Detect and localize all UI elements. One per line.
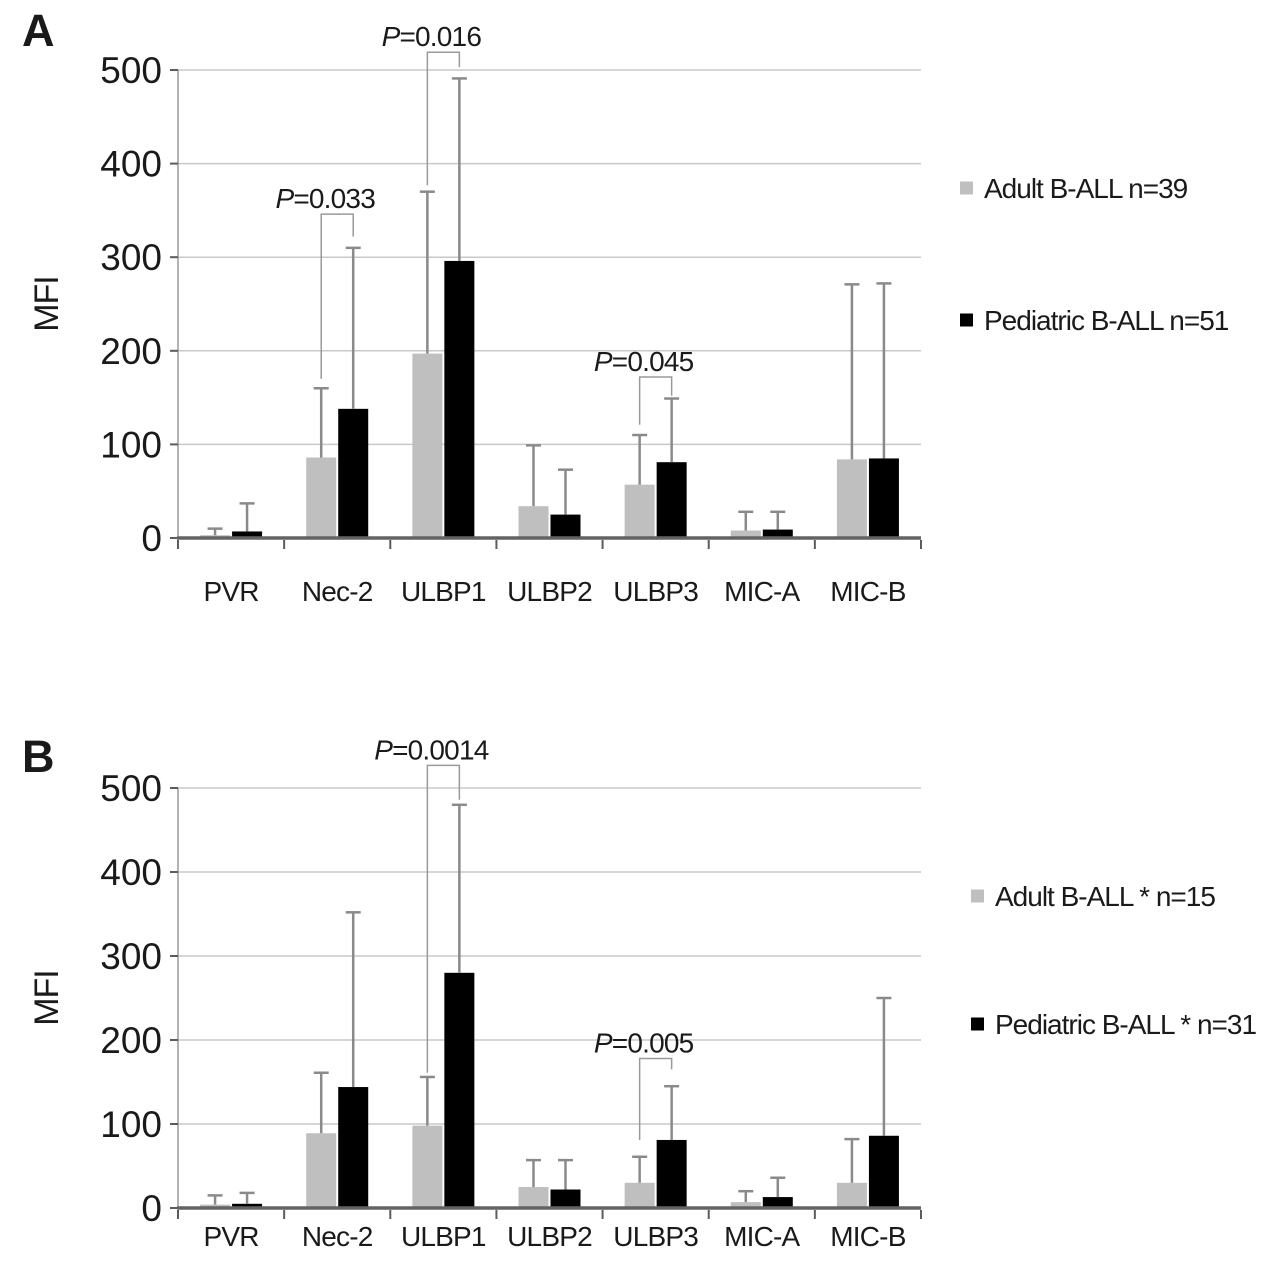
x-category-label-ULBP3: ULBP3 xyxy=(613,1221,698,1252)
legend-swatch-adult xyxy=(960,181,973,195)
x-category-label-MIC-A: MIC-A xyxy=(724,576,800,607)
y-tick-label-300: 300 xyxy=(100,936,162,977)
bar-pediatric-ULBP2 xyxy=(550,514,581,538)
bar-pediatric-Nec-2 xyxy=(338,1087,369,1208)
bar-adult-MIC-B xyxy=(836,1182,867,1208)
bar-adult-MIC-B xyxy=(836,459,867,538)
bar-pediatric-MIC-A xyxy=(762,529,793,538)
x-category-label-Nec-2: Nec-2 xyxy=(302,1221,373,1252)
p-value-label-ULBP3: P=0.005 xyxy=(594,1027,694,1058)
x-category-label-Nec-2: Nec-2 xyxy=(302,576,373,607)
y-axis-title: MFI xyxy=(28,276,66,332)
bar-pediatric-MIC-B xyxy=(868,458,899,538)
y-tick-label-300: 300 xyxy=(100,237,162,278)
y-tick-label-200: 200 xyxy=(100,331,162,372)
bar-pediatric-Nec-2 xyxy=(338,408,369,538)
y-tick-label-100: 100 xyxy=(100,424,162,465)
x-category-label-MIC-A: MIC-A xyxy=(724,1221,800,1252)
legend-label-pediatric: Pediatric B-ALL n=51 xyxy=(984,305,1229,336)
p-value-label-ULBP1: P=0.016 xyxy=(382,21,482,52)
y-tick-label-400: 400 xyxy=(100,144,162,185)
panel-b-chart: 0 100 200 300 400 500 PVR Nec-2 ULBP1 ULBP2 ULBP3 M… xyxy=(22,731,1257,1252)
bar-pediatric-ULBP1 xyxy=(444,972,475,1208)
bar-pediatric-PVR xyxy=(232,1203,263,1208)
significance-bracket-Nec-2 xyxy=(320,213,354,379)
legend-label-adult: Adult B-ALL n=39 xyxy=(984,173,1188,204)
y-tick-label-500: 500 xyxy=(100,768,162,809)
bar-pediatric-ULBP1 xyxy=(444,260,475,538)
significance-bracket-ULBP1 xyxy=(426,764,461,1073)
bar-adult-ULBP1 xyxy=(412,353,443,538)
y-tick-label-200: 200 xyxy=(100,1020,162,1061)
bar-pediatric-ULBP3 xyxy=(656,1139,687,1208)
x-category-label-PVR: PVR xyxy=(203,576,258,607)
y-tick-label-0: 0 xyxy=(141,1188,162,1229)
legend-swatch-pediatric xyxy=(971,1017,984,1031)
p-value-label-ULBP1: P=0.0014 xyxy=(374,734,489,765)
bar-adult-MIC-A xyxy=(730,530,761,538)
bar-pediatric-ULBP2 xyxy=(550,1189,581,1208)
x-category-label-MIC-B: MIC-B xyxy=(830,1221,905,1252)
x-category-label-MIC-B: MIC-B xyxy=(830,576,905,607)
bar-adult-ULBP2 xyxy=(518,506,549,538)
bar-pediatric-MIC-A xyxy=(762,1197,793,1208)
panel-a-chart: 0 100 200 300 400 500 PVR Nec-2 ULBP1 ULBP2 ULBP3 M… xyxy=(22,5,1230,607)
bar-adult-MIC-A xyxy=(730,1202,761,1208)
bar-pediatric-MIC-B xyxy=(868,1135,899,1208)
legend-label-adult: Adult B-ALL * n=15 xyxy=(995,881,1215,912)
bar-adult-ULBP3 xyxy=(624,1182,655,1208)
y-tick-label-500: 500 xyxy=(100,50,162,91)
p-value-label-Nec-2: P=0.033 xyxy=(275,183,375,214)
significance-bracket-ULBP1 xyxy=(426,51,461,186)
bar-pediatric-PVR xyxy=(232,531,263,538)
legend-swatch-adult xyxy=(971,889,984,903)
bar-adult-Nec-2 xyxy=(306,1133,337,1208)
p-value-label-ULBP3: P=0.045 xyxy=(594,346,694,377)
bar-adult-ULBP1 xyxy=(412,1125,443,1208)
x-category-label-ULBP3: ULBP3 xyxy=(613,576,698,607)
panel-letter-B: B xyxy=(22,731,55,782)
significance-bracket-ULBP3 xyxy=(638,376,673,425)
y-tick-label-100: 100 xyxy=(100,1104,162,1145)
bar-adult-ULBP2 xyxy=(518,1187,549,1208)
panel-letter-A: A xyxy=(22,5,55,56)
x-category-label-PVR: PVR xyxy=(203,1221,258,1252)
legend-label-pediatric: Pediatric B-ALL * n=31 xyxy=(995,1009,1256,1040)
x-category-label-ULBP2: ULBP2 xyxy=(507,576,592,607)
significance-bracket-ULBP3 xyxy=(638,1057,673,1140)
x-category-label-ULBP1: ULBP1 xyxy=(401,1221,486,1252)
y-tick-label-400: 400 xyxy=(100,852,162,893)
x-category-label-ULBP1: ULBP1 xyxy=(401,576,486,607)
bar-adult-ULBP3 xyxy=(624,484,655,538)
y-tick-label-0: 0 xyxy=(141,518,162,559)
x-category-label-ULBP2: ULBP2 xyxy=(507,1221,592,1252)
y-axis-title: MFI xyxy=(28,970,66,1026)
bar-adult-Nec-2 xyxy=(306,457,337,538)
bar-pediatric-ULBP3 xyxy=(656,462,687,538)
legend-swatch-pediatric xyxy=(960,313,973,327)
